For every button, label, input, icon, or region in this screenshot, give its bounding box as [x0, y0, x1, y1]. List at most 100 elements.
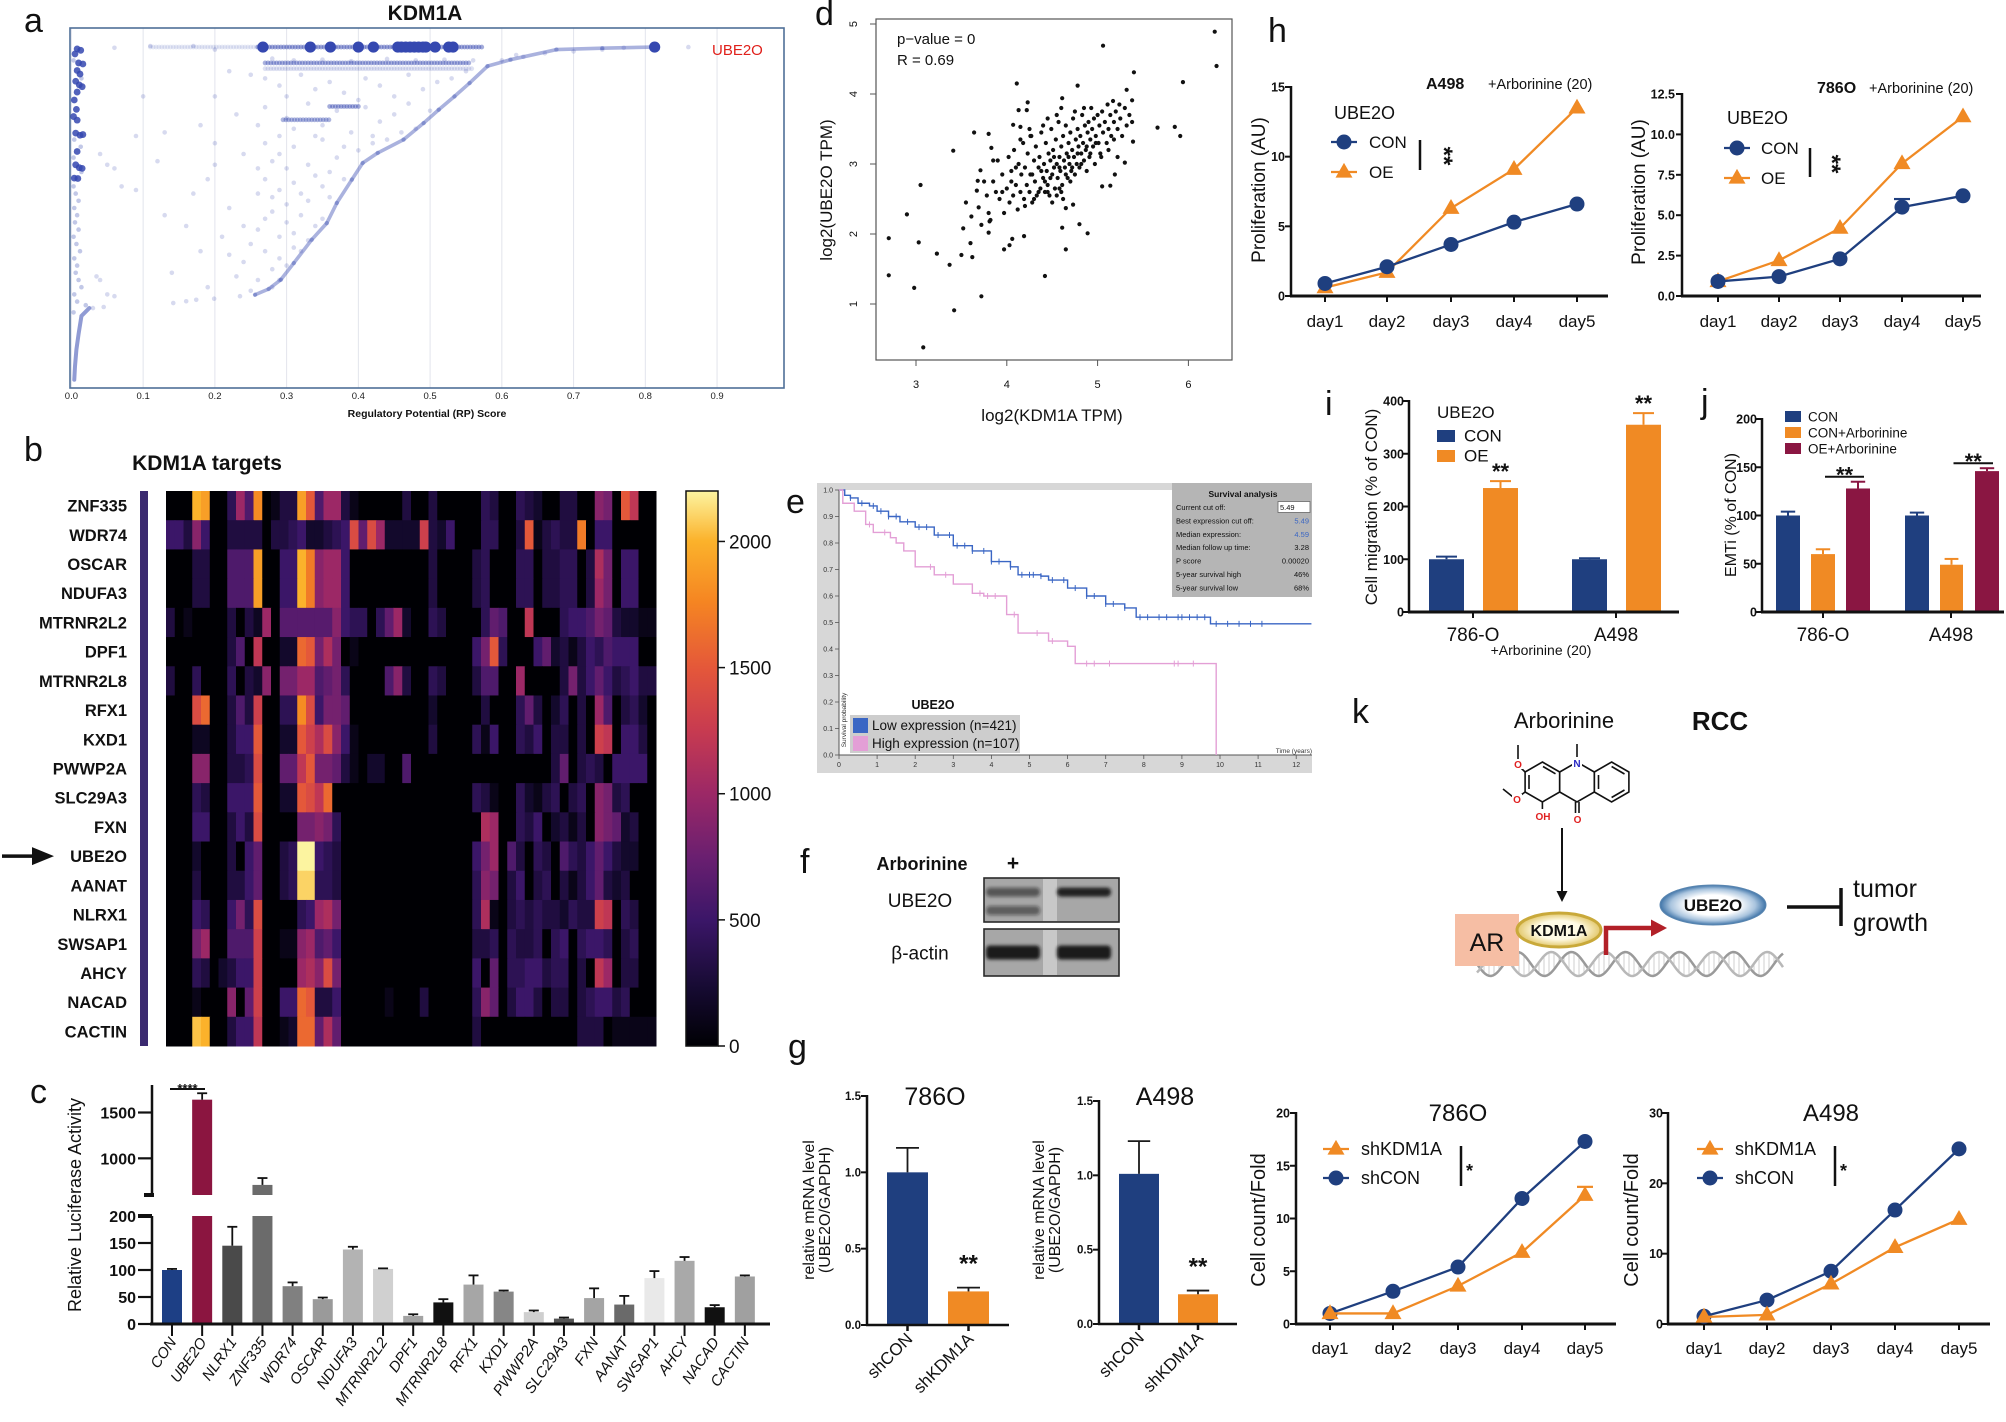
heatmap-cell: [384, 578, 394, 609]
heatmap-cell: [507, 607, 517, 638]
heatmap-cell: [236, 899, 246, 930]
heatmap-cell: [533, 666, 543, 696]
heatmap-cell: [507, 724, 517, 755]
heatmap-cell: [472, 549, 482, 580]
data-point: [94, 274, 99, 279]
heatmap-cell: [297, 549, 307, 580]
heatmap-cell: [349, 929, 359, 959]
y-tick-label: 200: [1383, 500, 1404, 514]
data-point: [281, 44, 287, 50]
x-tick-label: 0.0: [65, 391, 78, 402]
data-point: [198, 248, 203, 254]
heatmap-cell: [594, 607, 604, 638]
data-point: [241, 223, 246, 229]
colorbar-tick-label: 500: [729, 911, 761, 932]
data-point: [288, 66, 294, 72]
heatmap-cell: [384, 841, 394, 872]
cutoff-input-value[interactable]: 5.49: [1280, 503, 1295, 512]
heatmap-cell: [647, 899, 657, 930]
heatmap-cell: [629, 578, 639, 609]
legend-label: OE+Arborinine: [1808, 442, 1897, 457]
data-point: [1130, 139, 1136, 144]
y-tick-label: 400: [1383, 395, 1404, 409]
heatmap-cell: [271, 607, 281, 638]
panel-e-survival-analysis: 0.00.10.20.30.40.50.60.70.80.91.00 1 2 3 4 5 6…: [817, 483, 1312, 773]
data-point: [406, 101, 411, 106]
data-point: [394, 66, 400, 72]
legend-label: High expression (n=107): [872, 736, 1019, 751]
heatmap-cell: [349, 1016, 359, 1047]
heatmap-cell: [446, 870, 456, 901]
dna-helix-icon: [1475, 950, 1785, 978]
cutoff-input[interactable]: [1277, 501, 1311, 513]
table-title: Survival analysis: [1209, 489, 1278, 499]
data-point: [1079, 161, 1084, 167]
heatmap-cell: [516, 958, 526, 989]
heatmap-cell: [472, 695, 482, 726]
data-point: [334, 60, 340, 66]
heatmap-cell: [437, 870, 447, 901]
heatmap-cell: [568, 870, 578, 901]
heatmap-cell: [271, 870, 281, 901]
heatmap-cell: [594, 958, 604, 989]
heatmap-cell: [419, 870, 429, 901]
heatmap-cell: [577, 520, 587, 550]
heatmap-cell: [454, 520, 464, 550]
heatmap-cell: [621, 520, 631, 550]
chart-title: A498: [1136, 1083, 1194, 1111]
data-point: [262, 140, 268, 146]
heatmap-cell: [227, 812, 237, 843]
heatmap-cell: [446, 1016, 456, 1047]
data-point: [205, 284, 211, 290]
heatmap-cell: [594, 520, 604, 550]
data-point: [73, 148, 81, 155]
heatmap-cell: [446, 987, 456, 1018]
data-point: [340, 66, 345, 72]
x-tick-label: shKDM1A: [910, 1329, 978, 1397]
x-tick-label: 3: [913, 379, 919, 391]
heatmap-cell: [236, 607, 246, 638]
heatmap-cell: [262, 958, 272, 989]
legend-swatch-con: [1437, 430, 1455, 442]
data-point: [344, 44, 350, 50]
data-point-shkdm1a: [1886, 1238, 1904, 1253]
data-point: [991, 179, 996, 184]
heatmap-cell: [271, 753, 281, 784]
heatmap-cell: [481, 753, 491, 784]
bar-slc29a3: [553, 1318, 574, 1324]
heatmap-cell: [472, 929, 482, 959]
data-point: [1052, 186, 1058, 191]
data-point: [1109, 133, 1114, 139]
curve-point: [334, 200, 340, 206]
heatmap-cell: [218, 870, 228, 901]
data-point: [1063, 247, 1068, 252]
heatmap-cell: [472, 666, 482, 696]
data-point: [269, 209, 275, 214]
heatmap-cell: [393, 987, 403, 1018]
heatmap-cell: [288, 783, 298, 813]
significance-label: *: [1840, 1161, 1847, 1181]
heatmap-cell: [323, 549, 333, 580]
curve-point: [600, 45, 605, 51]
data-point: [1014, 81, 1019, 86]
heatmap-cell: [542, 637, 552, 667]
heatmap-cell: [603, 812, 613, 843]
data-point: [413, 58, 419, 63]
y-tick-label: 1: [848, 301, 860, 307]
heatmap-cell: [498, 637, 508, 667]
heatmap-cell: [568, 783, 578, 813]
bar-kxd1: [493, 1291, 514, 1324]
data-point: [1060, 96, 1065, 101]
heatmap-cell: [463, 987, 473, 1018]
heatmap-cell: [306, 637, 316, 667]
data-point: [300, 60, 305, 66]
x-tick-label: 2: [913, 762, 917, 769]
data-point: [328, 60, 334, 66]
y-tick-label: 3: [848, 161, 860, 167]
x-tick-label: 0.3: [280, 391, 293, 402]
heatmap-cell: [489, 783, 499, 813]
heatmap-cell: [621, 812, 631, 843]
data-point: [320, 122, 325, 128]
data-point: [982, 179, 987, 184]
y-tick-label: 100: [1383, 553, 1404, 567]
